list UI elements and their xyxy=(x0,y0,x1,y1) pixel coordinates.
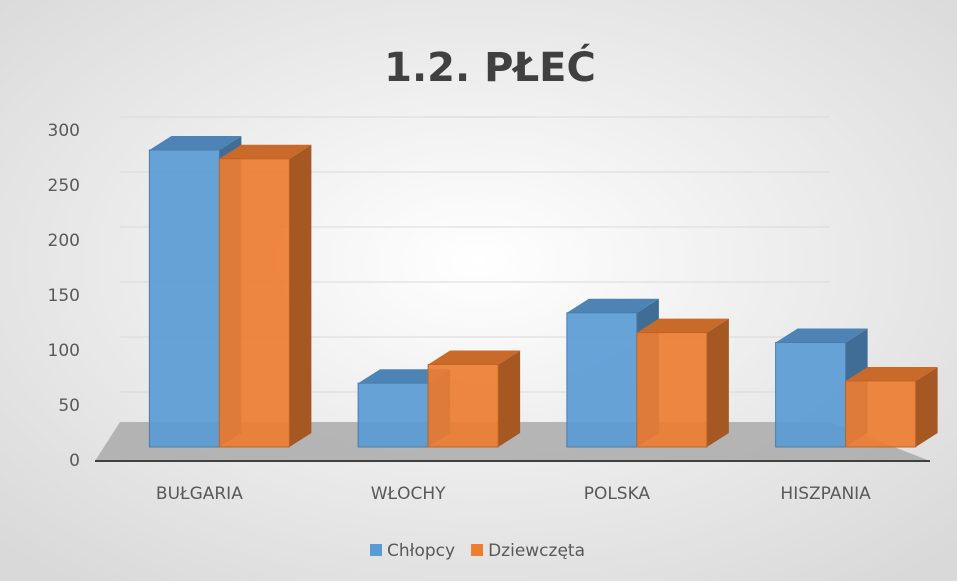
legend-label: Dziewczęta xyxy=(488,541,585,561)
y-tick-label: 50 xyxy=(58,396,80,416)
bar xyxy=(427,364,499,448)
y-tick-label: 250 xyxy=(48,176,80,196)
legend-label: Chłopcy xyxy=(387,541,455,561)
bar-side xyxy=(915,367,938,447)
bar-top xyxy=(845,367,938,381)
bar xyxy=(845,380,917,448)
y-tick-label: 150 xyxy=(48,286,80,306)
y-tick-label: 300 xyxy=(48,121,80,141)
legend-swatch xyxy=(471,544,484,556)
bar-top xyxy=(219,144,312,159)
legend-swatch xyxy=(370,544,382,556)
bar-top xyxy=(566,298,659,313)
bar xyxy=(775,342,847,448)
bar xyxy=(148,149,220,448)
x-tick-label: WŁOCHY xyxy=(371,484,446,504)
chart-title: 1.2. PŁEĆ xyxy=(384,43,596,91)
bar xyxy=(218,158,290,448)
x-tick-label: HISZPANIA xyxy=(780,484,871,504)
bar xyxy=(357,382,429,448)
bar xyxy=(636,332,708,448)
bar-side xyxy=(289,144,312,448)
x-tick-label: BUŁGARIA xyxy=(156,484,243,504)
bar-side xyxy=(706,318,729,447)
bar-side xyxy=(498,350,521,447)
bar-top xyxy=(775,328,868,343)
y-tick-label: 0 xyxy=(69,451,80,471)
bar-top xyxy=(636,318,729,333)
bar-top xyxy=(428,350,521,365)
bar xyxy=(566,312,638,448)
y-tick-label: 200 xyxy=(48,231,80,251)
x-tick-label: POLSKA xyxy=(584,484,651,504)
bar-top xyxy=(358,369,451,384)
bar-top xyxy=(149,136,242,150)
y-tick-label: 100 xyxy=(48,341,80,361)
